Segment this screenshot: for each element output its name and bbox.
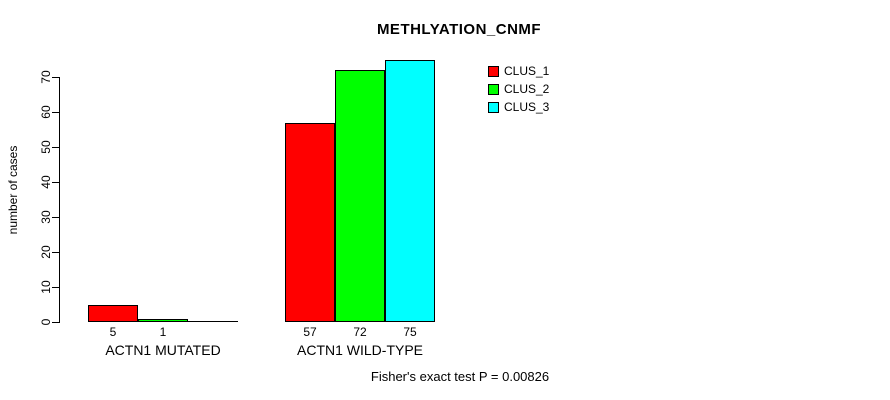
- y-tick-mark: [52, 112, 59, 113]
- legend-label-clus_3: CLUS_3: [504, 100, 550, 114]
- bar-value-label: 5: [109, 325, 117, 339]
- y-tick-mark: [52, 217, 59, 218]
- y-tick-label: 10: [39, 280, 53, 294]
- y-tick-label: 70: [39, 70, 53, 84]
- bar-clus_3-group2: [385, 59, 435, 322]
- y-tick-mark: [52, 287, 59, 288]
- legend-label-clus_2: CLUS_2: [504, 82, 550, 96]
- x-category-label: ACTN1 WILD-TYPE: [296, 342, 424, 358]
- y-tick-mark: [52, 77, 59, 78]
- bar-clus_2-group2: [335, 70, 385, 322]
- y-tick-mark: [52, 182, 59, 183]
- y-tick-label: 20: [39, 245, 53, 259]
- bar-value-label: 72: [353, 325, 367, 339]
- bar-clus_3-group1-zero: [188, 321, 238, 322]
- y-tick-label: 60: [39, 105, 53, 119]
- x-category-label: ACTN1 MUTATED: [105, 342, 221, 358]
- bar-value-label: 75: [403, 325, 417, 339]
- bar-value-label: 1: [159, 325, 167, 339]
- bar-clus_1-group2: [285, 122, 335, 322]
- annotation-fisher-test: Fisher's exact test P = 0.00826: [370, 369, 550, 384]
- y-axis-line: [59, 77, 60, 323]
- chart-title: METHLYATION_CNMF: [376, 21, 542, 38]
- legend-swatch-clus_3: [488, 102, 499, 113]
- y-tick-mark: [52, 252, 59, 253]
- y-tick-mark: [52, 147, 59, 148]
- legend-swatch-clus_2: [488, 84, 499, 95]
- bar-clus_1-group1: [88, 304, 138, 322]
- y-tick-label: 30: [39, 210, 53, 224]
- y-tick-label: 0: [39, 318, 53, 326]
- legend-label-clus_1: CLUS_1: [504, 64, 550, 78]
- bar-clus_2-group1: [138, 318, 188, 322]
- y-tick-mark: [52, 322, 59, 323]
- y-tick-label: 40: [39, 175, 53, 189]
- legend-swatch-clus_1: [488, 66, 499, 77]
- bar-value-label: 57: [303, 325, 317, 339]
- y-tick-label: 50: [39, 140, 53, 154]
